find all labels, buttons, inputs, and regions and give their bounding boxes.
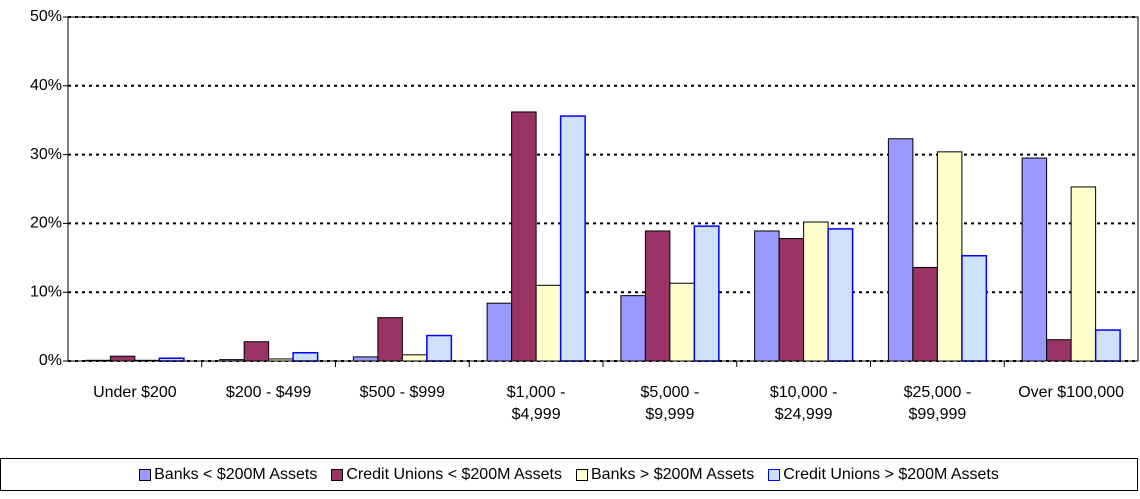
x-tick-label: $5,000 - $9,999 xyxy=(640,384,700,423)
bar xyxy=(401,354,428,362)
bar xyxy=(803,221,829,362)
legend-swatch xyxy=(576,468,588,481)
legend-label: Credit Unions < $200M Assets xyxy=(346,465,562,483)
legend-item: Banks > $200M Assets xyxy=(576,466,754,484)
bar xyxy=(644,230,671,362)
bar xyxy=(1094,329,1121,362)
bar xyxy=(1021,157,1048,362)
x-tick-label: $1,000 - $4,999 xyxy=(506,384,566,423)
bar xyxy=(936,151,963,362)
bar xyxy=(109,355,136,362)
bar xyxy=(620,295,646,362)
legend-item: Credit Unions > $200M Assets xyxy=(768,466,999,484)
legend-swatch xyxy=(139,468,152,481)
bar xyxy=(669,282,695,362)
bar xyxy=(243,341,270,362)
bar xyxy=(535,284,562,362)
x-tick-label: Under $200 xyxy=(93,384,177,401)
y-tick-label: 40% xyxy=(30,77,62,94)
bar xyxy=(754,230,780,362)
bar xyxy=(693,225,720,362)
y-tick-label: 20% xyxy=(30,215,62,232)
x-tick-label: Over $100,000 xyxy=(1018,384,1125,401)
x-tick-label: $200 - $499 xyxy=(225,384,312,401)
y-tick-label: 0% xyxy=(39,352,62,369)
x-tick-label: $10,000 - $24,999 xyxy=(769,384,838,423)
y-tick-label: 50% xyxy=(30,8,62,25)
y-tick-label: 30% xyxy=(30,146,62,163)
bar xyxy=(292,351,319,362)
bar xyxy=(778,238,805,362)
legend-swatch xyxy=(331,468,344,481)
bar xyxy=(961,254,988,362)
bar xyxy=(1070,186,1097,362)
bar xyxy=(486,302,513,362)
legend-label: Credit Unions > $200M Assets xyxy=(783,465,999,483)
bar xyxy=(511,111,537,362)
legend-swatch xyxy=(768,468,781,481)
bar xyxy=(912,266,938,362)
bar xyxy=(827,228,854,362)
bar xyxy=(1046,339,1072,362)
legend-item: Banks < $200M Assets xyxy=(139,466,317,484)
bar xyxy=(352,356,379,362)
legend-label: Banks < $200M Assets xyxy=(154,465,318,483)
legend-item: Credit Unions < $200M Assets xyxy=(331,466,562,484)
legend-label: Banks > $200M Assets xyxy=(591,465,755,483)
bar xyxy=(377,317,403,362)
bar xyxy=(426,334,453,362)
y-tick-label: 10% xyxy=(30,283,62,300)
x-tick-label: $500 - $999 xyxy=(359,384,446,401)
bar xyxy=(559,115,586,362)
bar xyxy=(887,138,914,362)
legend: Banks < $200M Assets Credit Unions < $200… xyxy=(0,458,1138,491)
x-tick-label: $25,000 - $99,999 xyxy=(903,384,972,423)
